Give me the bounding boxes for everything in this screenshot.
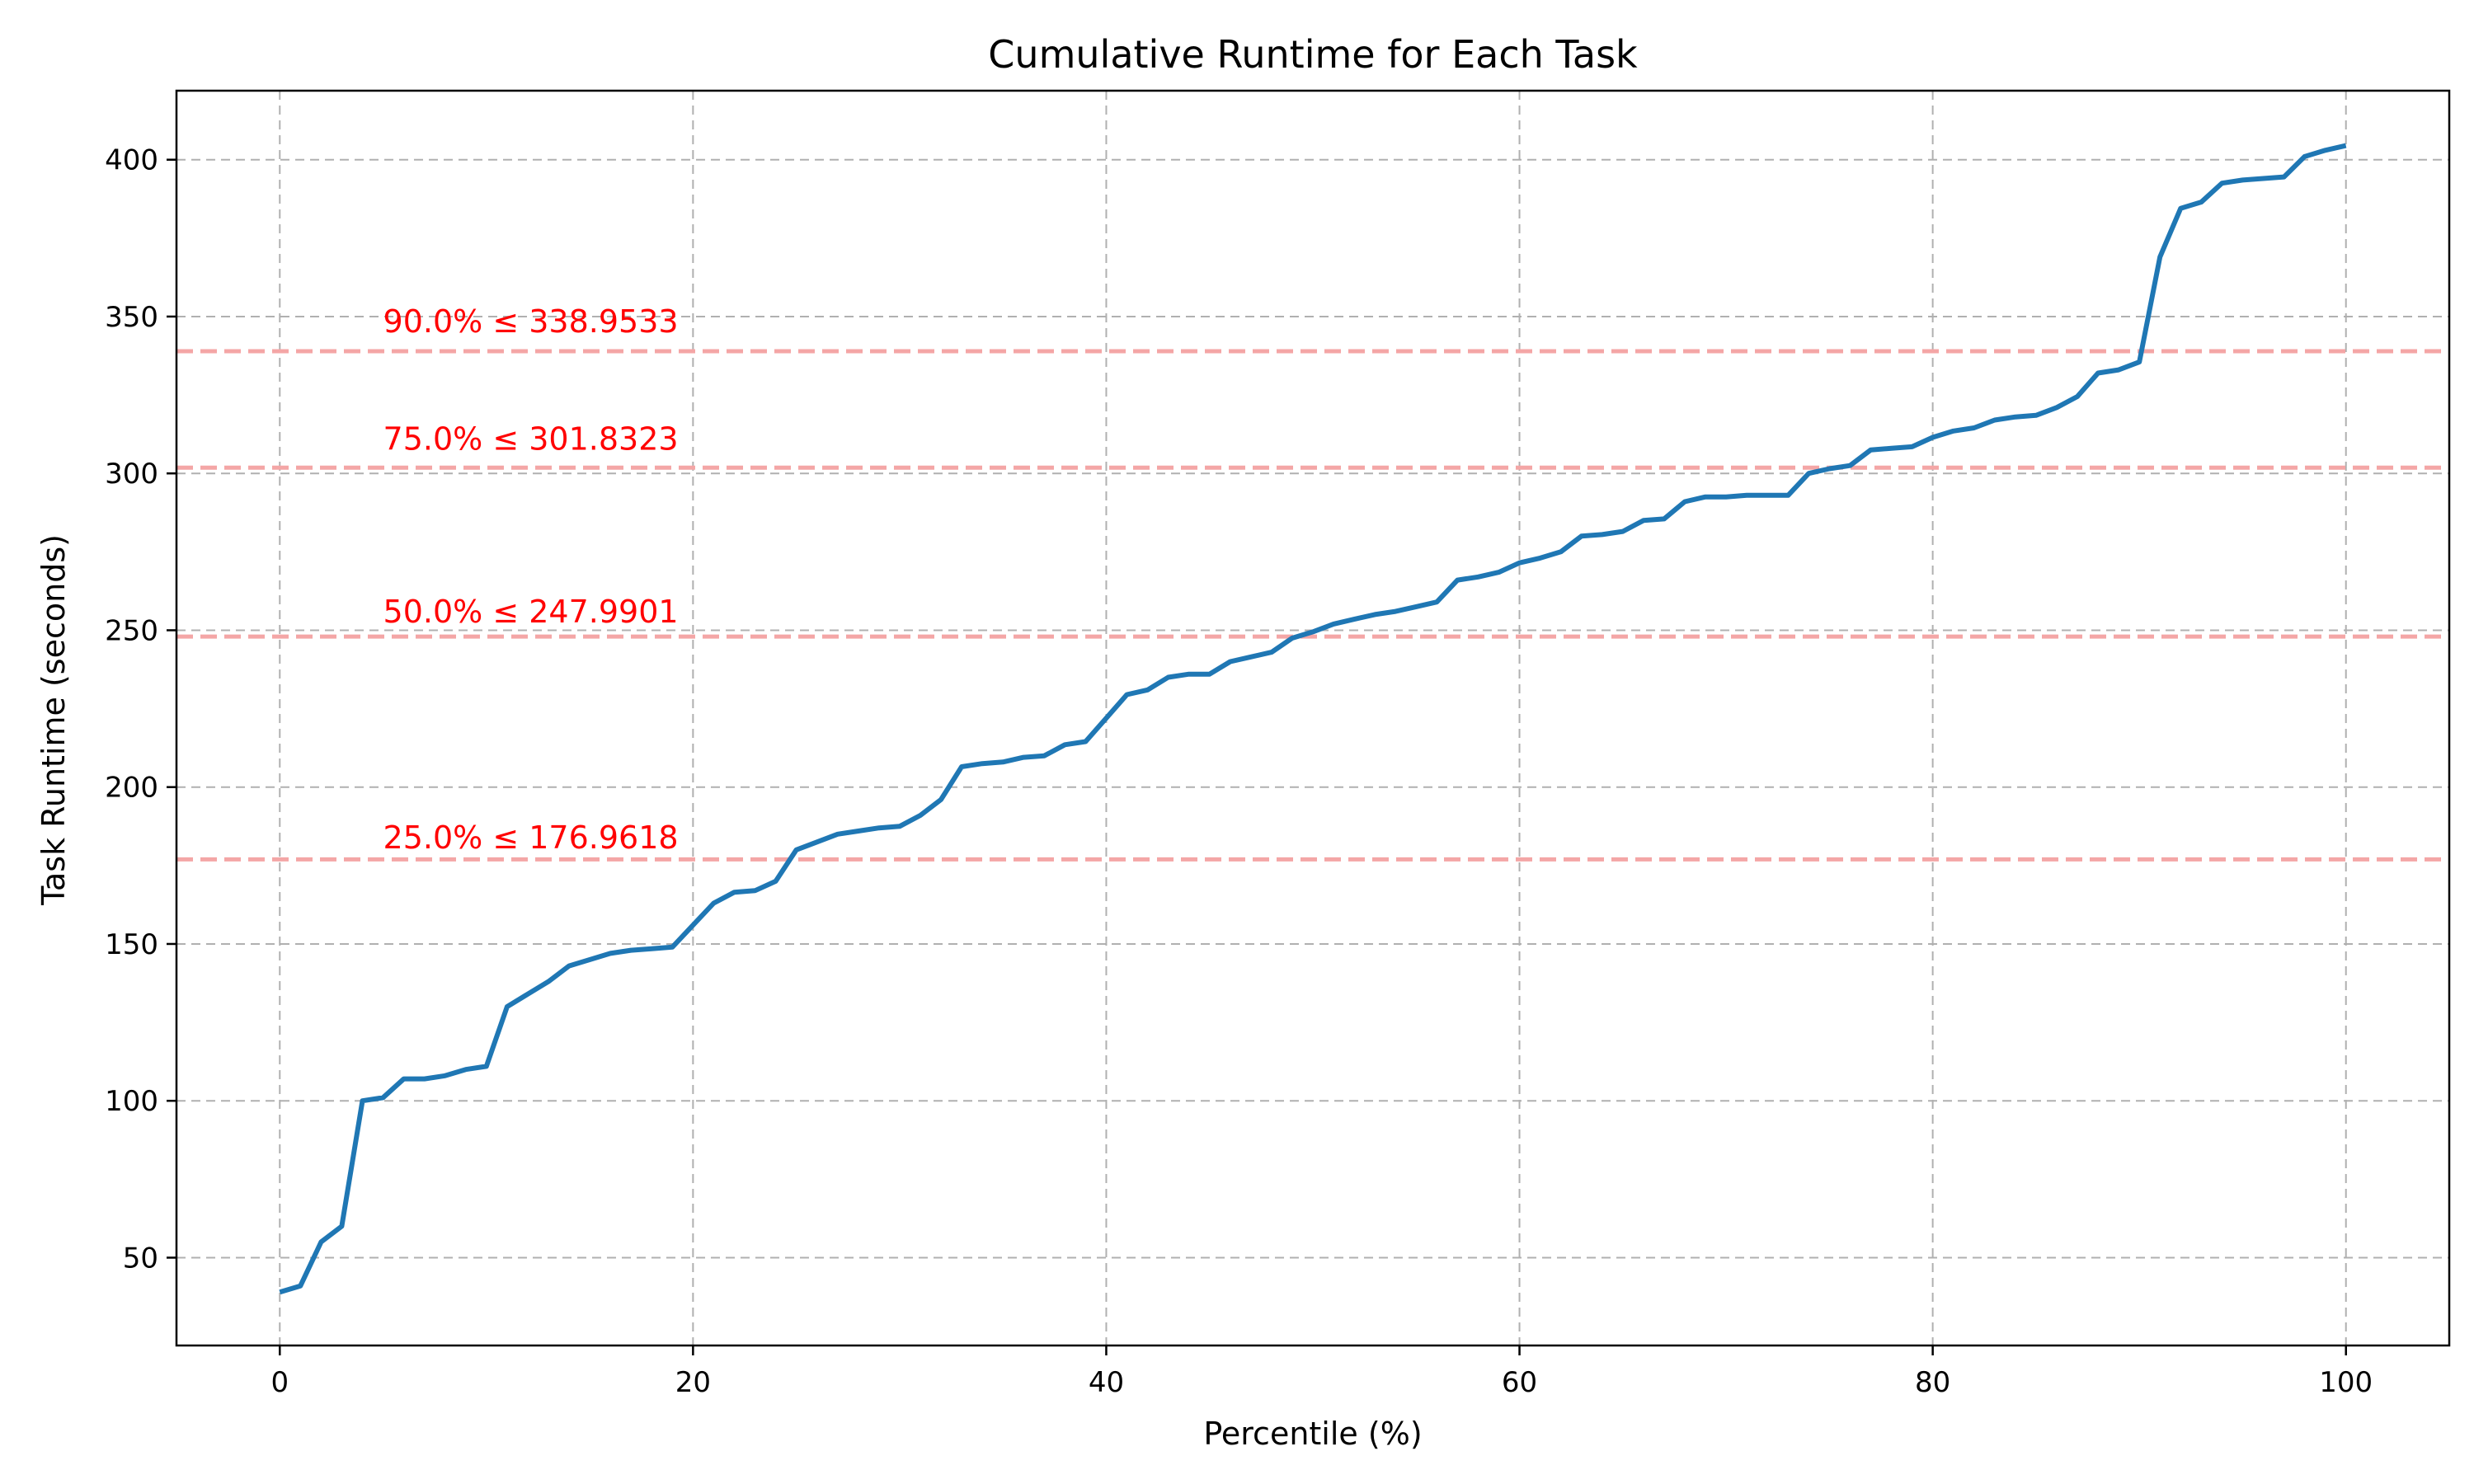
reference-label: 75.0% ≤ 301.8323 [383,421,679,458]
x-tick-label: 40 [1089,1366,1124,1399]
grid-lines [176,91,2449,1345]
reference-annotations: 90.0% ≤ 338.9533 75.0% ≤ 301.8323 50.0% ≤ … [383,303,679,856]
series-line [279,143,2347,1295]
y-tick-label: 250 [105,614,158,647]
y-tick-label: 100 [105,1085,158,1118]
x-axis-label: Percentile (%) [1203,1416,1422,1452]
x-tick-label: 100 [2319,1366,2373,1399]
y-tick-label: 350 [105,301,158,334]
series-layer [279,143,2347,1295]
axis-ticks: 0 20 40 60 80 100 50 100 150 200 250 300 350 400 [105,144,2373,1399]
y-axis-label: Task Runtime (seconds) [35,534,72,906]
x-tick-label: 80 [1915,1366,1950,1399]
reference-label: 50.0% ≤ 247.9901 [383,594,679,630]
y-tick-label: 150 [105,928,158,961]
chart-title: Cumulative Runtime for Each Task [988,32,1638,77]
reference-lines [176,349,2449,862]
x-tick-label: 60 [1502,1366,1537,1399]
y-tick-label: 200 [105,772,158,805]
plot-frame [175,89,2451,1347]
y-tick-label: 50 [123,1242,158,1275]
y-tick-label: 400 [105,144,158,177]
x-tick-label: 0 [270,1366,289,1399]
y-tick-label: 300 [105,458,158,491]
reference-label: 25.0% ≤ 176.9618 [383,819,679,856]
x-tick-label: 20 [675,1366,711,1399]
reference-label: 90.0% ≤ 338.9533 [383,303,679,340]
